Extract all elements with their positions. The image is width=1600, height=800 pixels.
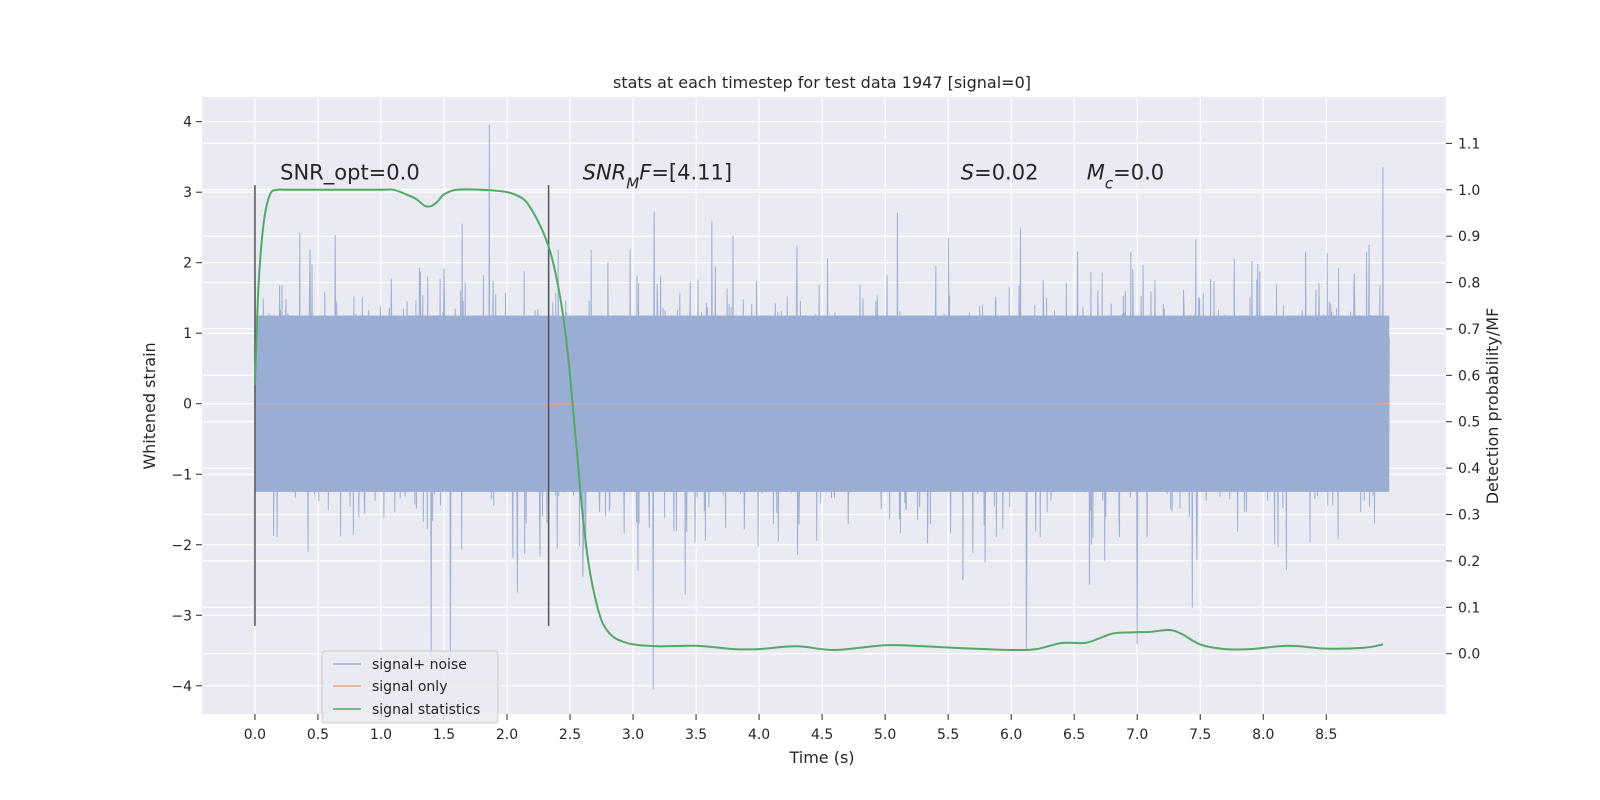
y2-tick-label: 0.6 xyxy=(1458,368,1480,384)
y2-tick-label: 1.1 xyxy=(1458,136,1480,152)
y2-tick-label: 0.2 xyxy=(1458,554,1480,570)
y-tick-label: −1 xyxy=(171,467,192,483)
x-tick-label: 2.0 xyxy=(496,727,518,743)
y-axis-label: Whitened strain xyxy=(140,342,159,469)
legend-label-noise: signal+ noise xyxy=(372,657,467,673)
y2-tick-label: 0.0 xyxy=(1458,647,1480,663)
x-tick-label: 5.5 xyxy=(937,727,959,743)
annotation-text: SNRMF=[4.11] xyxy=(583,161,732,193)
y-tick-label: 0 xyxy=(183,397,192,413)
x-tick-label: 4.0 xyxy=(748,727,770,743)
chart-title: stats at each timestep for test data 194… xyxy=(613,73,1031,92)
x-tick-label: 0.0 xyxy=(244,727,266,743)
annotation-text: SNR_opt=0.0 xyxy=(280,161,420,186)
x-tick-label: 7.5 xyxy=(1189,727,1211,743)
x-tick-label: 7.0 xyxy=(1126,727,1148,743)
x-tick-label: 3.0 xyxy=(622,727,644,743)
y2-axis-label: Detection probability/MF xyxy=(1483,308,1502,505)
y-axis-right: 1.1 1.0 0.9 0.8 0.7 0.6 0.5 0.4 0.3 0.2 0.1 0.0 xyxy=(1446,136,1480,663)
y-tick-label: −4 xyxy=(171,679,192,695)
x-axis-label: Time (s) xyxy=(788,748,854,767)
annotation-text: S=0.02 xyxy=(961,161,1039,185)
y-tick-label: 1 xyxy=(183,326,192,342)
y2-tick-label: 0.3 xyxy=(1458,508,1480,524)
y2-tick-label: 0.7 xyxy=(1458,322,1480,338)
y2-tick-label: 1.0 xyxy=(1458,183,1480,199)
y-tick-label: −3 xyxy=(171,608,192,624)
y-tick-label: 4 xyxy=(183,115,192,131)
y2-tick-label: 0.5 xyxy=(1458,415,1480,431)
y2-tick-label: 0.8 xyxy=(1458,276,1480,292)
y2-tick-label: 0.9 xyxy=(1458,229,1480,245)
vertical-markers xyxy=(254,185,550,626)
x-tick-label: 1.5 xyxy=(433,727,455,743)
statistics-curve xyxy=(253,188,1384,652)
x-tick-label: 6.0 xyxy=(1000,727,1022,743)
x-tick-label: 4.5 xyxy=(811,727,833,743)
legend: signal+ noise signal only signal statist… xyxy=(321,650,499,724)
x-tick-label: 8.0 xyxy=(1252,727,1274,743)
legend-label-signal: signal only xyxy=(372,679,447,695)
x-tick-label: 5.0 xyxy=(874,727,896,743)
y2-tick-label: 0.1 xyxy=(1458,600,1480,616)
x-tick-label: 8.5 xyxy=(1315,727,1337,743)
y-tick-label: 2 xyxy=(183,256,192,272)
x-tick-label: 0.5 xyxy=(307,727,329,743)
annotation-text: Mc=0.0 xyxy=(1087,161,1164,193)
x-tick-label: 3.5 xyxy=(685,727,707,743)
x-tick-label: 1.0 xyxy=(370,727,392,743)
x-tick-label: 6.5 xyxy=(1063,727,1085,743)
series-signal-statistics xyxy=(253,188,1384,652)
legend-box xyxy=(321,650,499,724)
x-axis: 0.0 0.5 1.0 1.5 2.0 2.5 3.0 3.5 4.0 4.5 5.0 5.5 6.0 6… xyxy=(244,714,1337,743)
y-tick-label: 3 xyxy=(183,185,192,201)
x-tick-label: 2.5 xyxy=(559,727,581,743)
y-tick-label: −2 xyxy=(171,538,192,554)
legend-label-statistics: signal statistics xyxy=(372,702,480,718)
annotations: SNR_opt=0.0 SNRMF=[4.11] S=0.02 Mc=0.0 xyxy=(280,161,1164,193)
y2-tick-label: 0.4 xyxy=(1458,461,1480,477)
y-axis-left: 4 3 2 1 0 −1 −2 −3 −4 xyxy=(171,115,202,695)
